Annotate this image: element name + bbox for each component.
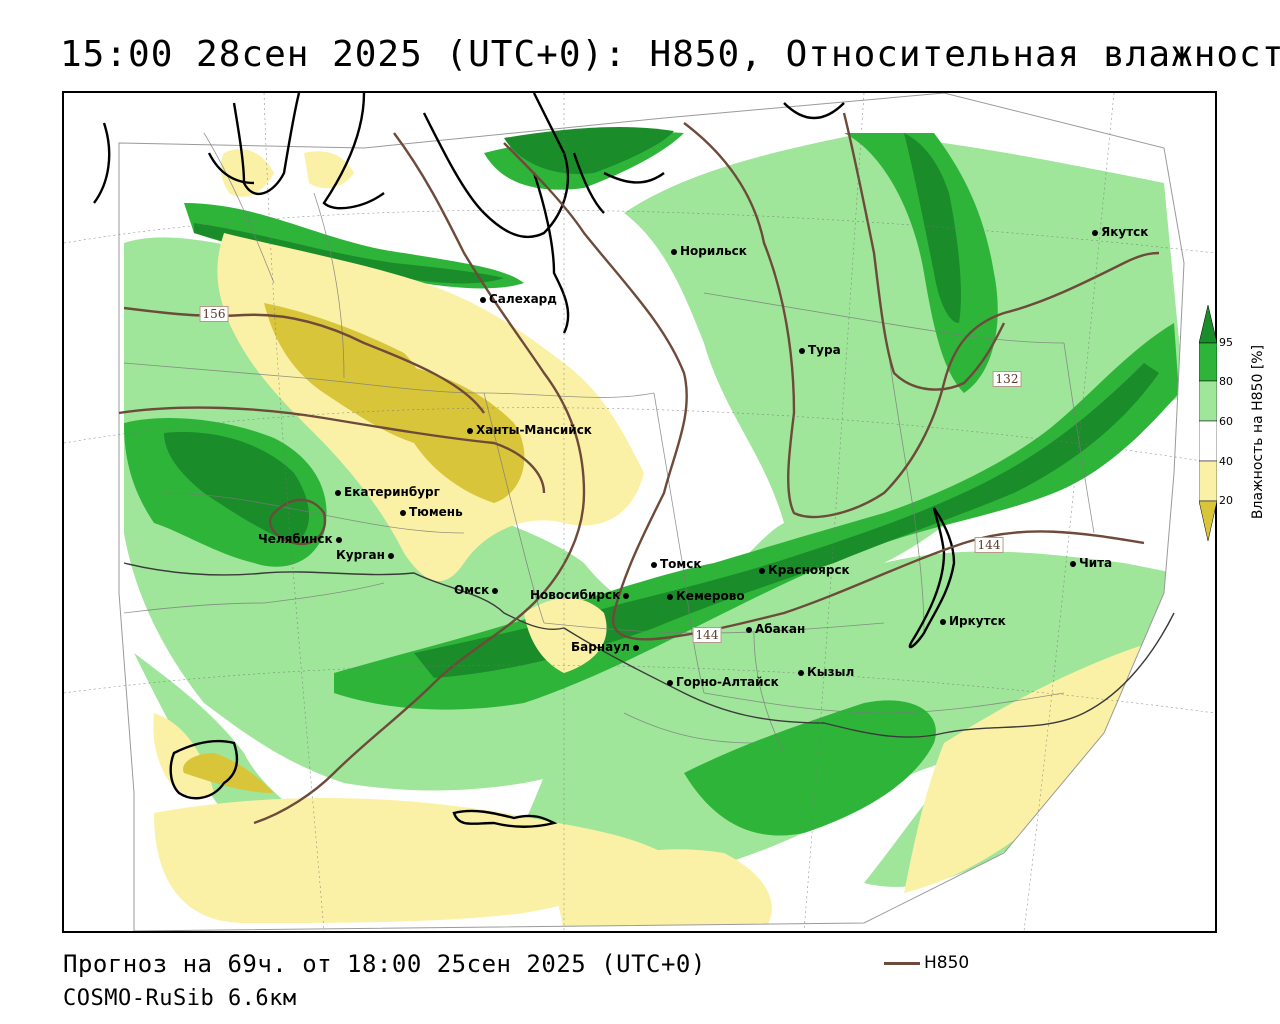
city-label: Кемерово bbox=[676, 589, 745, 603]
city-marker-icon bbox=[335, 536, 342, 543]
city-marker-icon bbox=[759, 567, 765, 574]
city-marker-icon bbox=[467, 427, 473, 434]
city-label: Абакан bbox=[755, 622, 806, 636]
humidity-lt20-area bbox=[183, 303, 525, 793]
model-name: COSMO-RuSib 6.6км bbox=[63, 986, 297, 1011]
city-label: Иркутск bbox=[949, 614, 1006, 628]
city-kemerovo: Кемерово bbox=[667, 589, 745, 603]
city-marker-icon bbox=[623, 592, 630, 599]
city-norilsk: Норильск bbox=[671, 244, 747, 258]
city-label: Томск bbox=[660, 557, 702, 571]
city-tura: Тура bbox=[799, 343, 841, 357]
colorbar-40-60 bbox=[1199, 420, 1217, 462]
city-chelyabinsk: Челябинск bbox=[258, 532, 345, 546]
city-label: Екатеринбург bbox=[344, 485, 440, 499]
city-yekaterinburg: Екатеринбург bbox=[335, 485, 440, 499]
contour-label-144-south: 144 bbox=[692, 627, 722, 643]
city-marker-icon bbox=[335, 489, 341, 496]
city-label: Красноярск bbox=[768, 563, 850, 577]
colorbar-60-80 bbox=[1199, 380, 1217, 422]
city-marker-icon bbox=[400, 509, 406, 516]
city-irkutsk: Иркутск bbox=[940, 614, 1006, 628]
coastlines bbox=[93, 93, 956, 828]
h850-line-legend-label: H850 bbox=[924, 953, 970, 973]
city-marker-icon bbox=[746, 626, 752, 633]
colorbar-tick-20: 20 bbox=[1219, 494, 1233, 507]
city-label: Кызыл bbox=[807, 665, 855, 679]
city-yakutsk: Якутск bbox=[1092, 225, 1148, 239]
city-marker-icon bbox=[940, 618, 946, 625]
city-salekhard: Салехард bbox=[480, 292, 557, 306]
city-label: Горно-Алтайск bbox=[676, 675, 779, 689]
city-label: Ханты-Мансийск bbox=[476, 423, 592, 437]
city-label: Новосибирск bbox=[530, 588, 621, 602]
city-novosibirsk: Новосибирск bbox=[530, 588, 632, 602]
city-marker-icon bbox=[798, 669, 804, 676]
city-label: Норильск bbox=[680, 244, 747, 258]
city-label: Челябинск bbox=[258, 532, 333, 546]
contour-label-132: 132 bbox=[992, 371, 1022, 387]
national-border bbox=[123, 562, 1175, 738]
city-tomsk: Томск bbox=[651, 557, 702, 571]
city-krasnoyarsk: Красноярск bbox=[759, 563, 850, 577]
colorbar-80-95 bbox=[1199, 342, 1217, 382]
city-marker-icon bbox=[632, 644, 639, 651]
domain-edge bbox=[118, 93, 1185, 931]
city-marker-icon bbox=[1092, 229, 1098, 236]
city-marker-icon bbox=[651, 561, 657, 568]
map-title: 15:00 28сен 2025 (UTC+0): H850, Относите… bbox=[60, 34, 1280, 75]
city-marker-icon bbox=[480, 296, 486, 303]
city-barnaul: Барнаул bbox=[571, 640, 642, 654]
city-label: Салехард bbox=[489, 292, 557, 306]
city-label: Омск bbox=[454, 583, 490, 597]
forecast-info: Прогноз на 69ч. от 18:00 25сен 2025 (UTC… bbox=[63, 950, 706, 978]
city-kurgan: Курган bbox=[336, 548, 397, 562]
colorbar-title: Влажность на H850 [%] bbox=[1250, 344, 1266, 520]
colorbar-20-40 bbox=[1199, 460, 1217, 502]
city-label: Курган bbox=[336, 548, 385, 562]
city-gorno-altaysk: Горно-Алтайск bbox=[667, 675, 779, 689]
city-label: Чита bbox=[1079, 556, 1113, 570]
map-frame: 156 132 144 144 Якутск Норильск Салехард… bbox=[62, 91, 1217, 933]
contour-label-156: 156 bbox=[199, 306, 229, 322]
humidity-map bbox=[64, 93, 1215, 931]
city-tyumen: Тюмень bbox=[400, 505, 463, 519]
colorbar-tick-95: 95 bbox=[1219, 336, 1233, 349]
city-marker-icon bbox=[667, 593, 673, 600]
city-omsk: Омск bbox=[454, 583, 501, 597]
city-label: Якутск bbox=[1101, 225, 1149, 239]
humidity-colorbar bbox=[1199, 305, 1217, 542]
city-marker-icon bbox=[671, 248, 677, 255]
city-marker-icon bbox=[1070, 560, 1076, 567]
city-marker-icon bbox=[492, 587, 499, 594]
colorbar-lt20 bbox=[1199, 500, 1217, 542]
city-marker-icon bbox=[387, 552, 394, 559]
colorbar-gt95 bbox=[1199, 305, 1217, 344]
city-marker-icon bbox=[799, 347, 805, 354]
city-label: Тюмень bbox=[409, 505, 463, 519]
city-kyzyl: Кызыл bbox=[798, 665, 854, 679]
city-label: Тура bbox=[808, 343, 841, 357]
colorbar-tick-80: 80 bbox=[1219, 375, 1233, 388]
city-khanty-mansiysk: Ханты-Мансийск bbox=[467, 423, 592, 437]
colorbar-tick-60: 60 bbox=[1219, 415, 1233, 428]
city-abakan: Абакан bbox=[746, 622, 805, 636]
graticule bbox=[64, 93, 1215, 931]
h850-line-legend-icon bbox=[884, 962, 920, 965]
city-label: Барнаул bbox=[571, 640, 630, 654]
city-marker-icon bbox=[667, 679, 673, 686]
contour-label-144-east: 144 bbox=[974, 537, 1004, 553]
colorbar-tick-40: 40 bbox=[1219, 455, 1233, 468]
h850-contours bbox=[118, 112, 1160, 825]
city-chita: Чита bbox=[1070, 556, 1112, 570]
